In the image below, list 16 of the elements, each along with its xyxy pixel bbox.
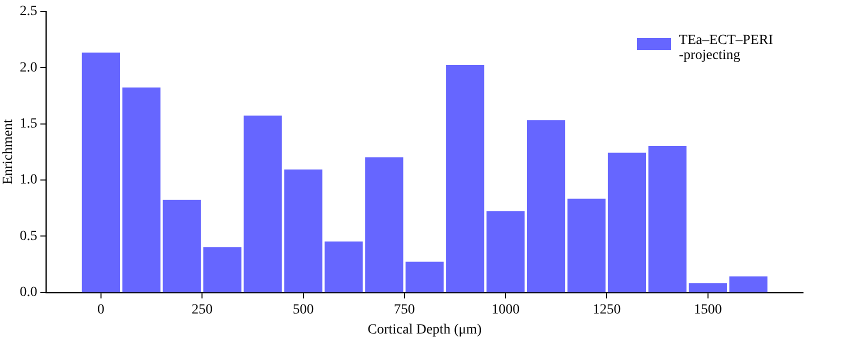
y-tick-label: 0.5	[20, 228, 38, 244]
y-tick-label: 0.0	[20, 285, 38, 300]
y-tick-label: 2.5	[20, 4, 38, 20]
x-tick-label: 1500	[694, 302, 722, 318]
x-tick-label: 500	[292, 302, 314, 318]
x-tick-label: 0	[97, 302, 104, 318]
y-tick-label: 2.0	[20, 60, 38, 76]
x-axis-title: Cortical Depth (μm)	[368, 322, 482, 338]
y-tick-label: 1.5	[20, 116, 38, 132]
legend-label: TEa–ECT–PERI -projecting	[678, 33, 773, 64]
x-tick-label: 750	[394, 302, 415, 318]
y-axis-title: Enrichment	[1, 119, 16, 185]
x-tick-label: 1250	[592, 302, 621, 318]
x-tick-label: 250	[192, 302, 213, 318]
x-tick-label: 1000	[492, 302, 520, 318]
y-tick-label: 1.0	[20, 172, 38, 188]
